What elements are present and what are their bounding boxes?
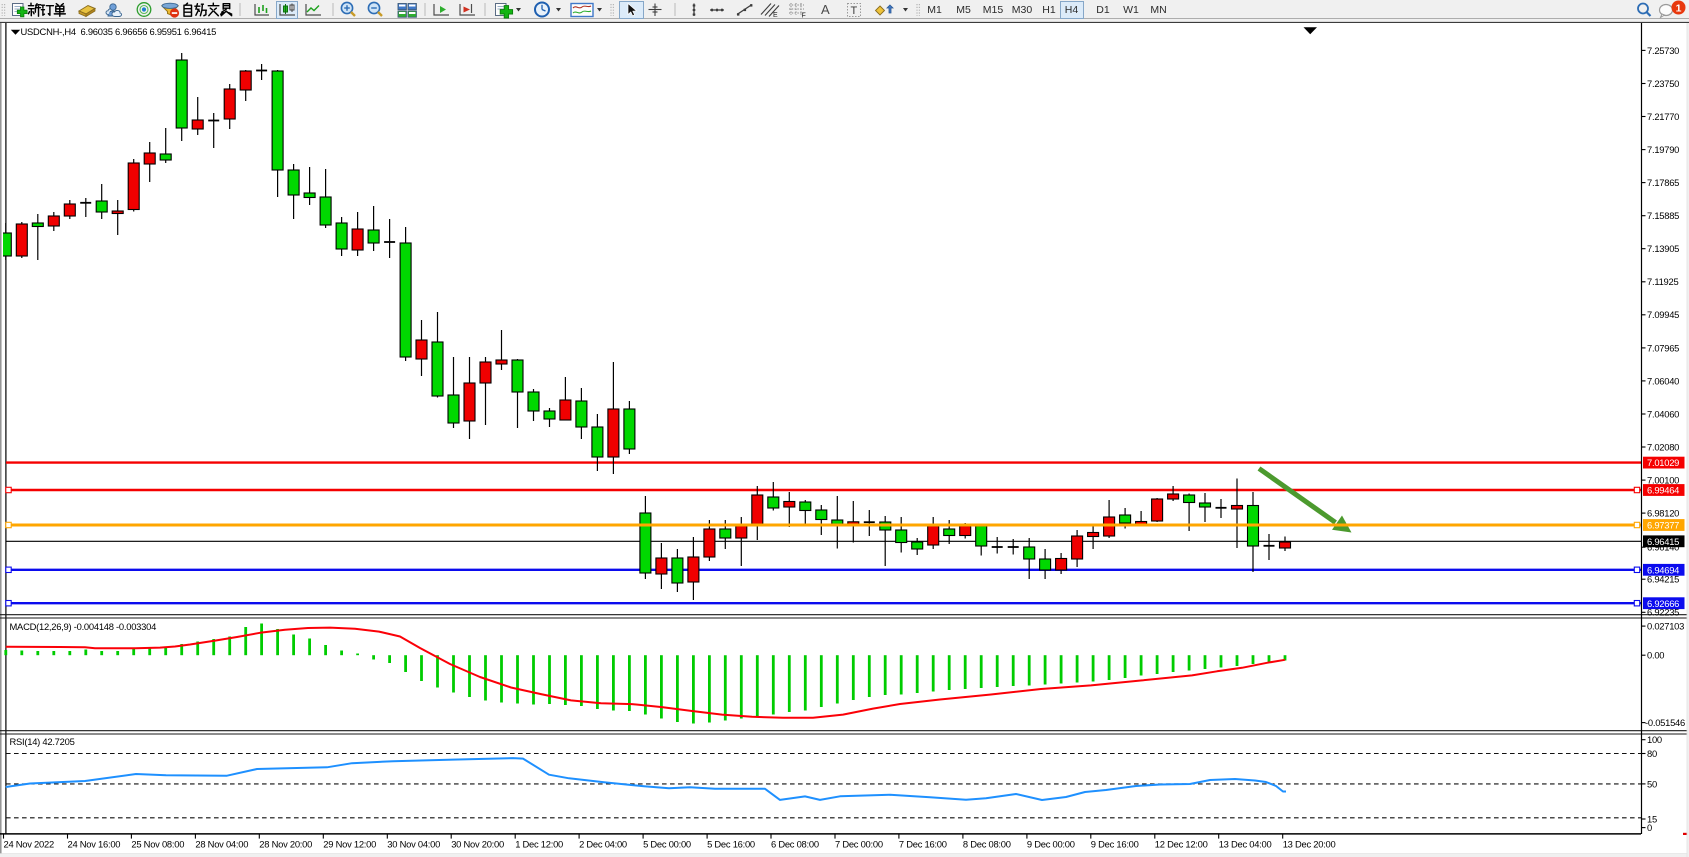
svg-text:7.01029: 7.01029 [1647, 457, 1679, 468]
svg-text:M30: M30 [1012, 4, 1033, 16]
svg-text:6.92235: 6.92235 [1647, 607, 1679, 618]
svg-text:7.07965: 7.07965 [1647, 342, 1679, 353]
svg-text:7.04060: 7.04060 [1647, 408, 1679, 419]
svg-text:28 Nov 20:00: 28 Nov 20:00 [259, 838, 312, 849]
svg-text:-0.051546: -0.051546 [1645, 717, 1685, 728]
svg-text:7.17865: 7.17865 [1647, 177, 1679, 188]
svg-text:0.027103: 0.027103 [1647, 621, 1684, 632]
svg-text:6.99464: 6.99464 [1647, 485, 1679, 496]
svg-text:H4: H4 [1065, 4, 1079, 16]
svg-text:7 Dec 16:00: 7 Dec 16:00 [899, 838, 947, 849]
svg-text:T: T [851, 5, 858, 17]
svg-text:7.11925: 7.11925 [1647, 276, 1678, 287]
svg-text:H1: H1 [1042, 4, 1056, 16]
svg-text:5 Dec 16:00: 5 Dec 16:00 [707, 838, 755, 849]
svg-text:F: F [802, 13, 806, 20]
svg-text:1 Dec 12:00: 1 Dec 12:00 [515, 838, 563, 849]
svg-text:50: 50 [1647, 778, 1657, 789]
svg-text:13 Dec 04:00: 13 Dec 04:00 [1219, 838, 1272, 849]
svg-text:RSI(14) 42.7205: RSI(14) 42.7205 [10, 736, 75, 747]
svg-text:30 Nov 04:00: 30 Nov 04:00 [387, 838, 440, 849]
svg-text:8 Dec 08:00: 8 Dec 08:00 [963, 838, 1011, 849]
svg-text:6.94694: 6.94694 [1647, 564, 1679, 575]
svg-text:6.98120: 6.98120 [1647, 508, 1679, 519]
svg-text:30 Nov 20:00: 30 Nov 20:00 [451, 838, 504, 849]
svg-text:W1: W1 [1123, 4, 1139, 16]
svg-text:2 Dec 04:00: 2 Dec 04:00 [579, 838, 627, 849]
svg-text:6.96415: 6.96415 [1647, 536, 1679, 547]
svg-text:9 Dec 16:00: 9 Dec 16:00 [1091, 838, 1139, 849]
svg-text:MN: MN [1150, 4, 1166, 16]
svg-text:6.97377: 6.97377 [1647, 520, 1679, 531]
svg-text:6.94215: 6.94215 [1647, 574, 1679, 585]
svg-text:7.21770: 7.21770 [1647, 111, 1679, 122]
svg-text:9 Dec 00:00: 9 Dec 00:00 [1027, 838, 1075, 849]
svg-text:M1: M1 [927, 4, 942, 16]
svg-text:5 Dec 00:00: 5 Dec 00:00 [643, 838, 691, 849]
svg-text:13 Dec 20:00: 13 Dec 20:00 [1283, 838, 1336, 849]
svg-text:1: 1 [1676, 2, 1682, 14]
svg-text:0: 0 [1647, 822, 1652, 833]
svg-text:100: 100 [1647, 734, 1662, 745]
svg-text:6.92666: 6.92666 [1647, 598, 1679, 609]
svg-text:M5: M5 [956, 4, 971, 16]
svg-text:28 Nov 04:00: 28 Nov 04:00 [195, 838, 248, 849]
svg-text:15: 15 [1647, 813, 1657, 824]
svg-text:D1: D1 [1096, 4, 1110, 16]
svg-text:USDCNH-,H4 6.96035 6.96656 6.: USDCNH-,H4 6.96035 6.96656 6.95951 6.964… [21, 26, 217, 37]
svg-text:7.00100: 7.00100 [1647, 475, 1679, 486]
svg-text:29 Nov 12:00: 29 Nov 12:00 [323, 838, 376, 849]
svg-text:7.06040: 7.06040 [1647, 375, 1679, 386]
svg-text:7.02080: 7.02080 [1647, 441, 1679, 452]
svg-text:80: 80 [1647, 748, 1657, 759]
svg-text:7.23750: 7.23750 [1647, 78, 1679, 89]
svg-text:25 Nov 08:00: 25 Nov 08:00 [131, 838, 184, 849]
svg-text:MACD(12,26,9) -0.004148 -0.003: MACD(12,26,9) -0.004148 -0.003304 [10, 621, 157, 632]
svg-text:0.00: 0.00 [1647, 650, 1664, 661]
svg-text:7.19790: 7.19790 [1647, 144, 1679, 155]
svg-text:24 Nov 16:00: 24 Nov 16:00 [68, 838, 121, 849]
svg-text:6 Dec 08:00: 6 Dec 08:00 [771, 838, 819, 849]
svg-text:12 Dec 12:00: 12 Dec 12:00 [1155, 838, 1208, 849]
svg-text:E: E [773, 12, 778, 19]
svg-text:7.13905: 7.13905 [1647, 243, 1679, 254]
svg-text:7.15885: 7.15885 [1647, 210, 1679, 221]
svg-text:7 Dec 00:00: 7 Dec 00:00 [835, 838, 883, 849]
svg-text:7.25730: 7.25730 [1647, 45, 1679, 56]
svg-text:A: A [821, 2, 830, 17]
svg-text:M15: M15 [983, 4, 1004, 16]
svg-text:24 Nov 2022: 24 Nov 2022 [4, 838, 54, 849]
svg-text:7.09945: 7.09945 [1647, 309, 1679, 320]
